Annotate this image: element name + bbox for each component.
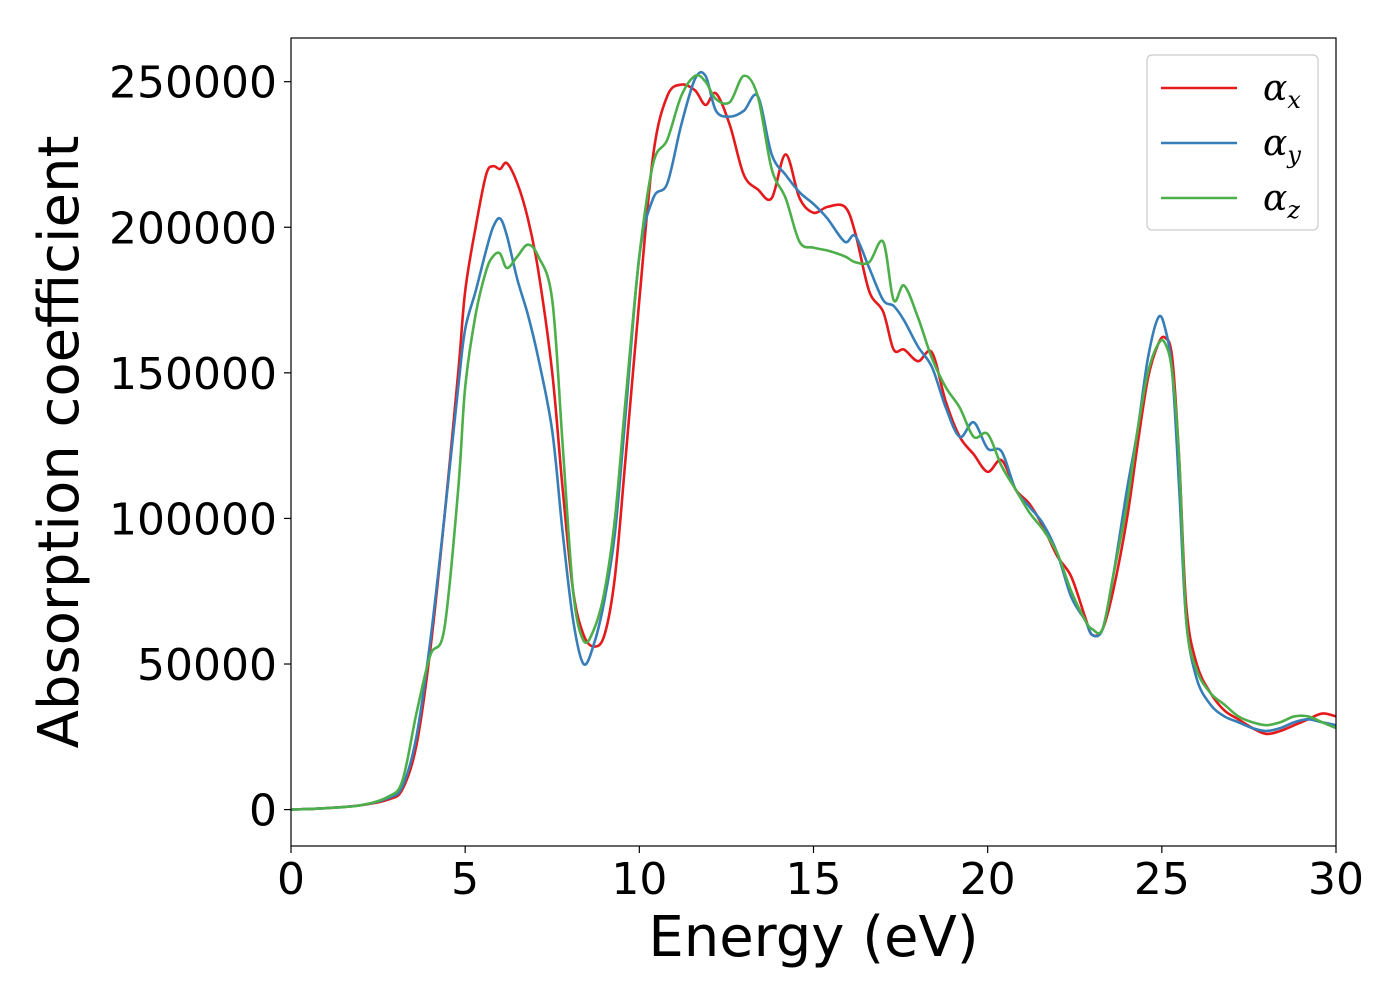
series-line-z (291, 73, 1336, 811)
x-axis: 0 5 10 15 20 25 30 (277, 846, 1364, 905)
y-tick-label: 150000 (109, 349, 277, 400)
series-layer (291, 70, 1336, 811)
y-axis: 0 50000 100000 150000 200000 250000 (109, 58, 291, 837)
x-axis-label: Energy (eV) (648, 905, 978, 970)
x-tick-label: 10 (611, 854, 667, 905)
legend-item-z: αz (1161, 178, 1300, 224)
x-tick-label: 0 (277, 854, 305, 905)
x-tick-label: 15 (786, 854, 842, 905)
legend-item-y: αy (1161, 123, 1301, 169)
y-tick-label: 0 (249, 786, 277, 837)
y-axis-label: Absorption coefficient (27, 136, 92, 749)
y-tick-label: 100000 (109, 494, 277, 545)
y-tick-label: 250000 (109, 58, 277, 109)
x-tick-label: 5 (451, 854, 479, 905)
x-tick-label: 30 (1308, 854, 1364, 905)
x-tick-label: 20 (960, 854, 1016, 905)
legend-label: αz (1263, 178, 1300, 224)
legend-label: αx (1263, 68, 1301, 114)
y-tick-label: 50000 (137, 640, 277, 691)
legend-label: αy (1263, 123, 1301, 169)
x-tick-label: 25 (1134, 854, 1190, 905)
series-line-y (291, 70, 1336, 811)
legend-item-x: αx (1161, 68, 1301, 114)
y-tick-label: 200000 (109, 203, 277, 254)
legend: αx αy αz (1146, 54, 1319, 231)
